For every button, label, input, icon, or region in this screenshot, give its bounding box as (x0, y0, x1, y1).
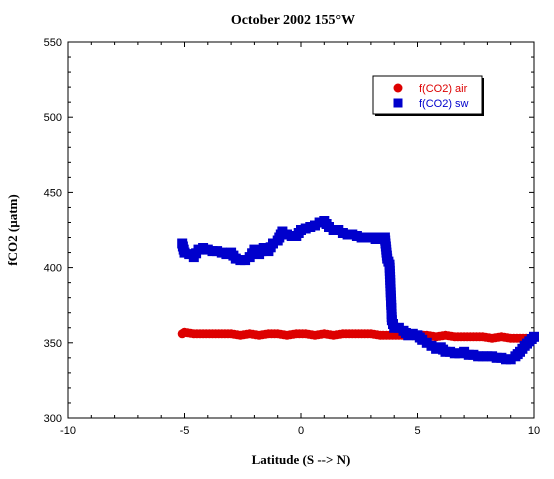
y-tick-label: 300 (44, 413, 62, 425)
y-tick-label: 400 (44, 263, 62, 275)
series-air (177, 327, 539, 343)
legend-label-air: f(CO2) air (419, 83, 468, 95)
data-point (529, 331, 539, 342)
y-tick-label: 450 (44, 187, 62, 199)
y-axis: 300 350 400 450 500 550 (44, 37, 534, 425)
x-tick-label: -10 (60, 425, 76, 437)
legend-shadow-right (482, 78, 484, 116)
legend-box (372, 75, 483, 115)
x-axis-label: Latitude (S --> N) (252, 452, 351, 467)
legend-marker-air (393, 83, 403, 93)
x-tick-label: 10 (528, 425, 540, 437)
legend: f(CO2) air f(CO2) sw (372, 75, 484, 116)
legend-marker-sw (393, 98, 403, 108)
x-axis: -10 -5 0 5 10 (60, 42, 540, 437)
legend-label-sw: f(CO2) sw (419, 98, 469, 110)
y-tick-label: 500 (44, 112, 62, 124)
chart-title: October 2002 155°W (231, 13, 355, 28)
x-tick-label: 5 (414, 425, 420, 437)
y-tick-label: 550 (44, 37, 62, 49)
series-layer (177, 216, 539, 365)
x-tick-label: 0 (298, 425, 304, 437)
y-tick-label: 350 (44, 338, 62, 350)
legend-shadow-bottom (375, 114, 484, 116)
x-tick-label: -5 (180, 425, 190, 437)
series-sw (177, 216, 539, 365)
y-axis-label: fCO2 (µatm) (5, 194, 20, 265)
